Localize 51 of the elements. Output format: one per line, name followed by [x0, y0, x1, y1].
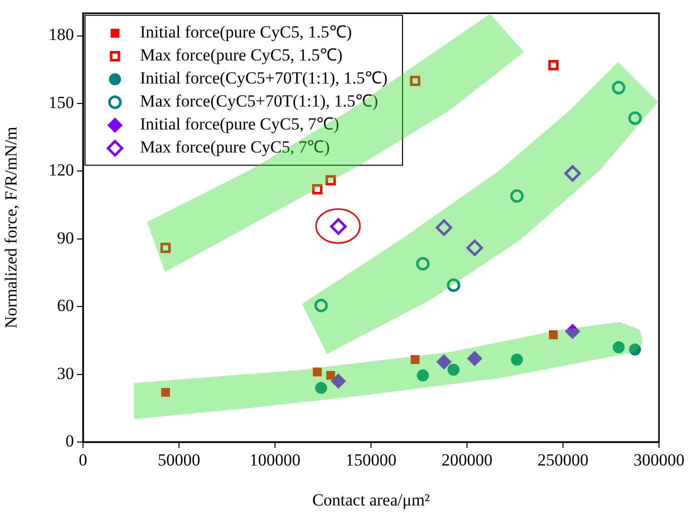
point	[410, 355, 420, 364]
point	[446, 278, 460, 292]
legend-label: Max force(CyC5+70T(1:1), 1.5℃)	[140, 92, 378, 111]
x-tick-label: 200000	[442, 450, 492, 470]
point	[436, 354, 452, 370]
x-tick-label: 300000	[634, 450, 684, 470]
point	[612, 341, 625, 354]
point	[510, 354, 523, 366]
point	[315, 382, 328, 394]
point	[416, 369, 429, 382]
point	[612, 80, 626, 94]
y-tick-label: 120	[48, 160, 74, 180]
point	[314, 298, 328, 312]
x-tick-label: 100000	[250, 450, 300, 470]
point	[410, 76, 420, 86]
x-tick-label: 0	[78, 450, 88, 470]
y-tick-label: 30	[57, 364, 74, 383]
y-tick-label: 0	[66, 431, 74, 450]
point	[466, 240, 483, 256]
point	[549, 330, 558, 340]
x-tick-label: 50000	[158, 450, 200, 470]
point	[565, 324, 580, 339]
point	[161, 388, 170, 397]
point	[416, 256, 430, 270]
y-tick-label: 150	[48, 92, 74, 112]
y-axis-title: Normalized force, F/R/mN/m	[2, 126, 21, 328]
legend-label: Initial force(CyC5+70T(1:1), 1.5℃)	[140, 68, 388, 88]
point	[448, 364, 460, 376]
legend-label: Max force(pure CyC5, 7℃)	[140, 138, 330, 157]
point	[436, 219, 452, 236]
x-tick-label: 250000	[538, 450, 588, 470]
legend-label: Max force(pure CyC5, 1.5℃)	[140, 46, 343, 65]
point	[628, 111, 642, 125]
point	[160, 242, 171, 254]
point	[326, 175, 336, 186]
x-tick-label: 150000	[346, 450, 396, 470]
x-axis-title: Contact area/μm²	[312, 490, 430, 510]
legend-label: Initial force(pure CyC5, 7℃)	[140, 114, 340, 134]
point	[548, 60, 559, 70]
point	[564, 165, 581, 182]
point	[312, 368, 322, 376]
legend-label: Initial force(pure CyC5, 1.5℃)	[140, 22, 352, 42]
point	[330, 374, 346, 389]
y-tick-label: 180	[48, 25, 74, 44]
y-tick-label: 60	[57, 296, 74, 316]
point	[510, 189, 524, 203]
point	[467, 350, 482, 366]
point	[629, 343, 641, 356]
point	[326, 371, 336, 380]
point	[312, 184, 322, 194]
y-tick-label: 90	[57, 228, 74, 248]
